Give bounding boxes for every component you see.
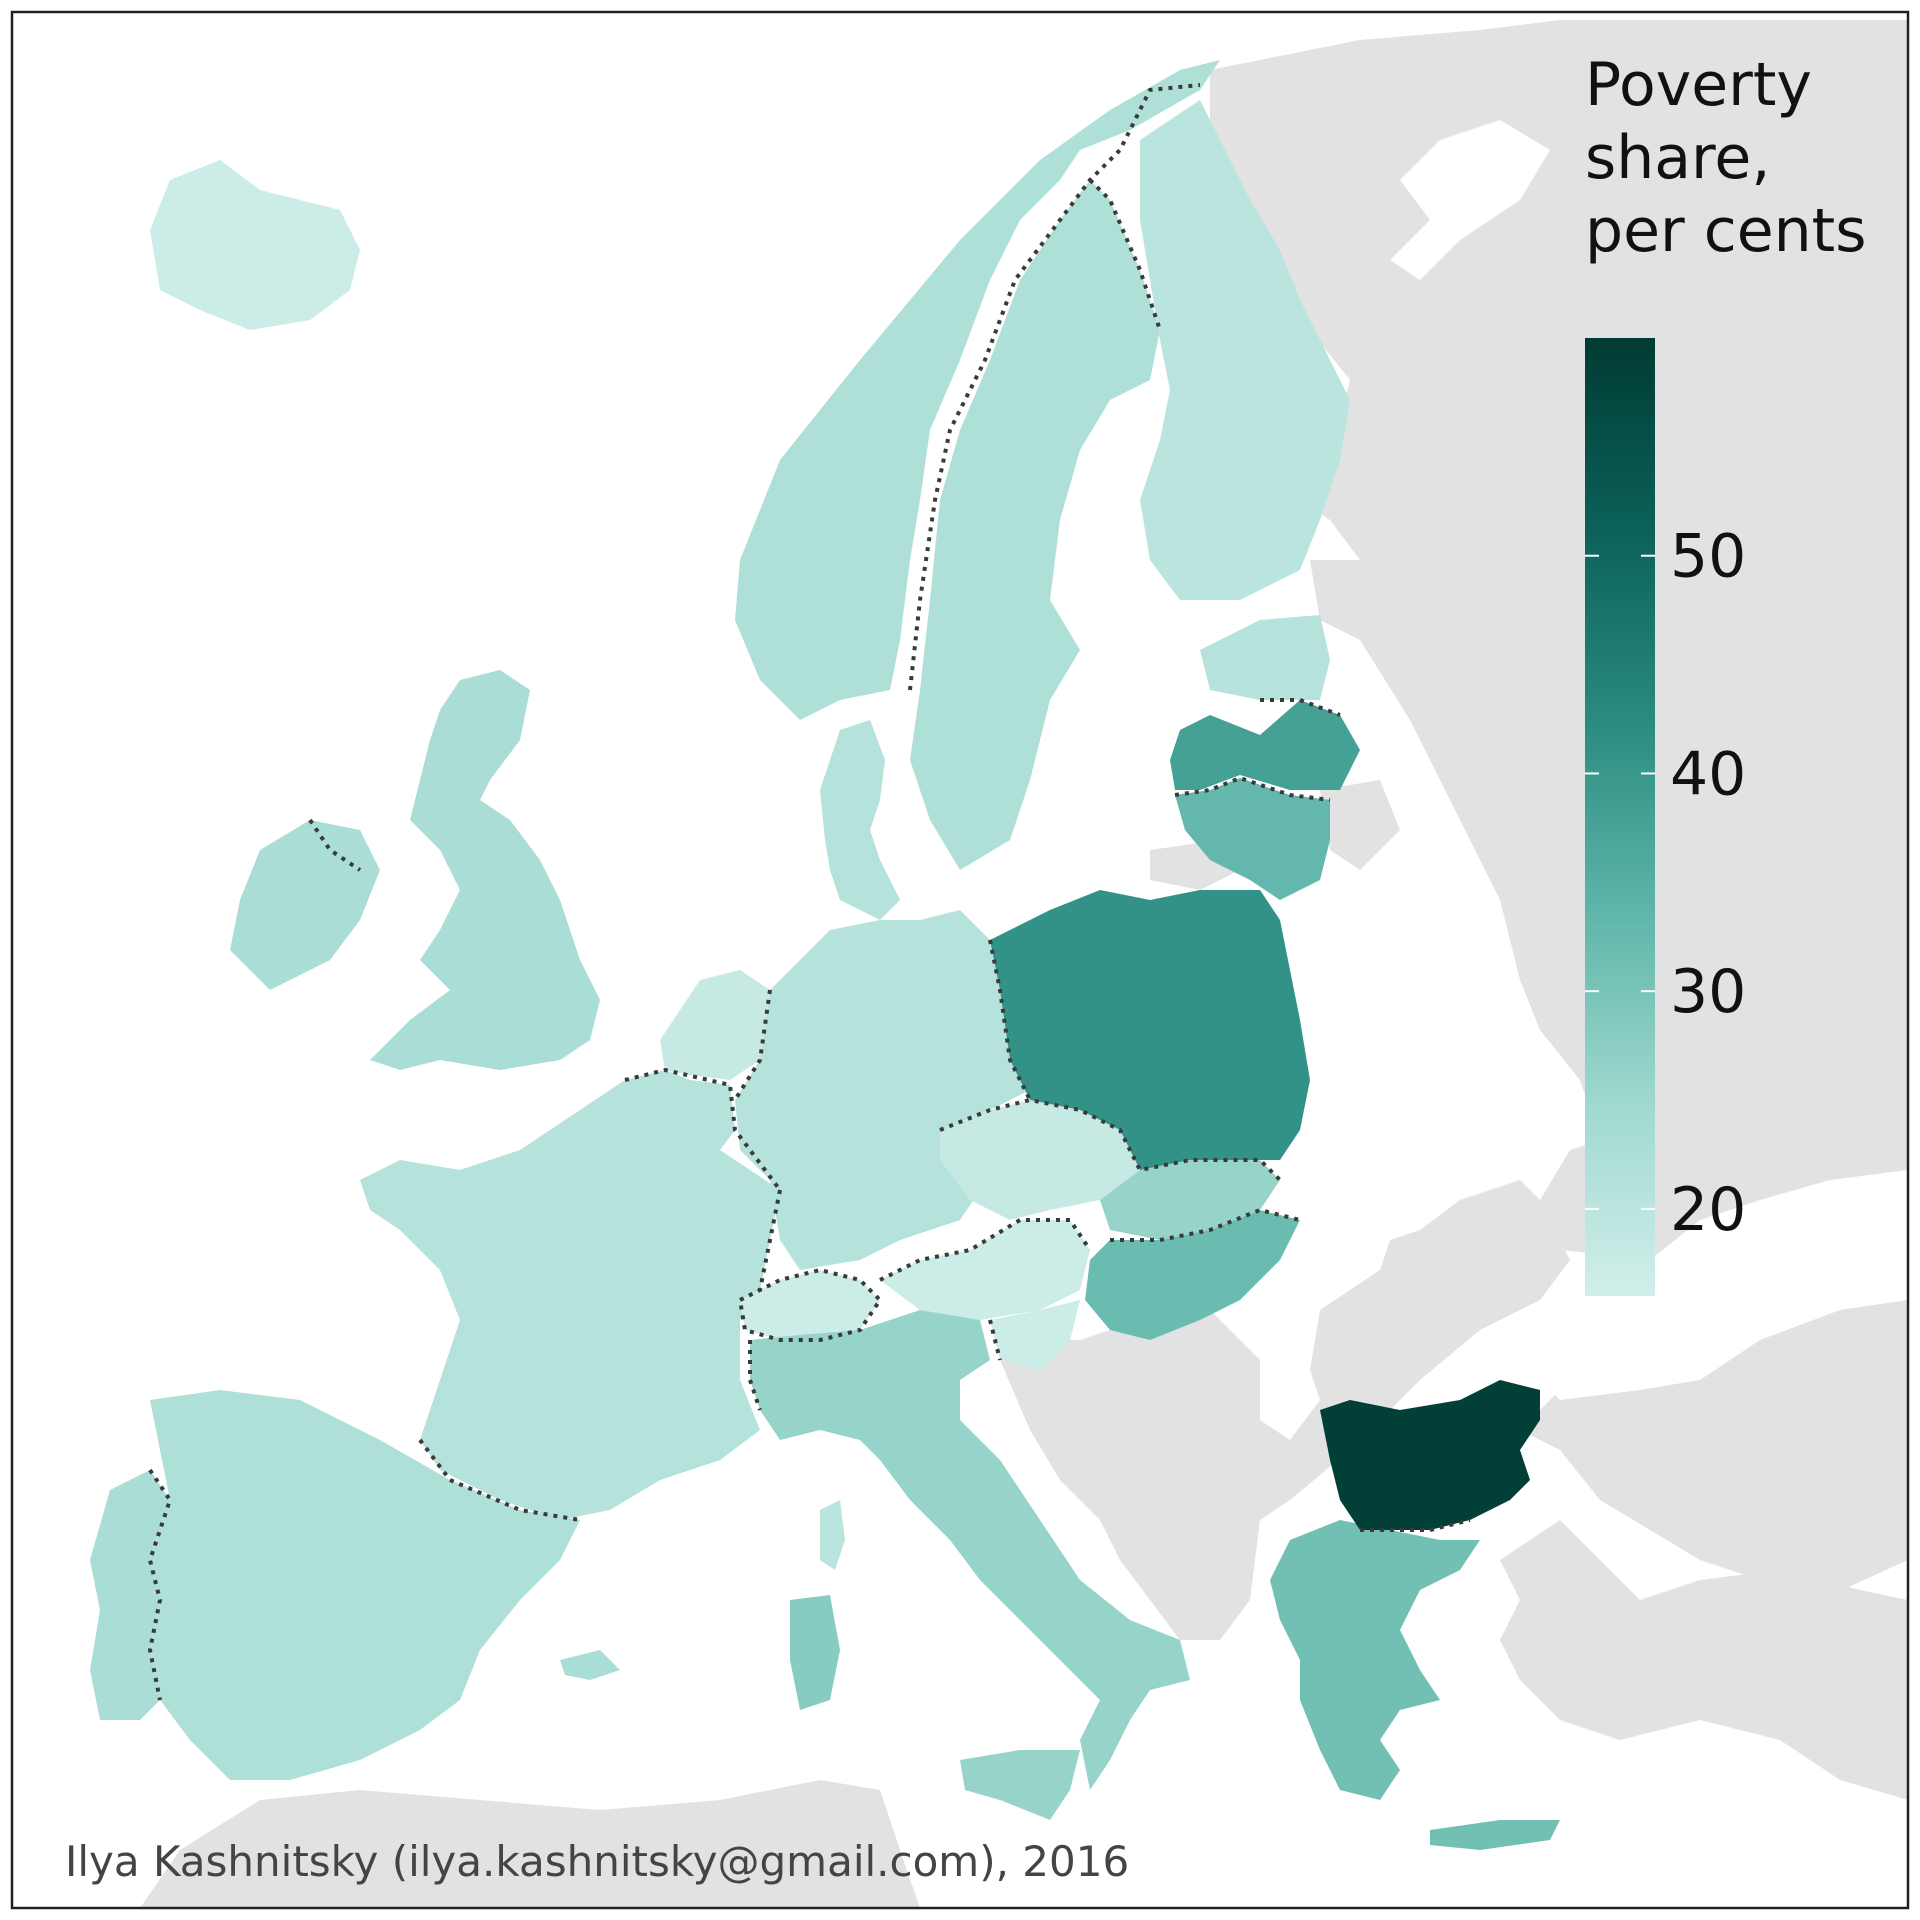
region-sicily[interactable]	[960, 1750, 1080, 1820]
africa-land	[140, 1780, 920, 1908]
region-ireland[interactable]	[230, 820, 380, 990]
border-hungary-slovakia	[1110, 1207, 1301, 1242]
border-slovenia-italy	[988, 1319, 1002, 1361]
region-crete[interactable]	[1430, 1820, 1560, 1850]
region-slovenia[interactable]	[990, 1300, 1080, 1370]
border-germany-netherlands	[733, 989, 772, 1102]
russia-land	[1210, 20, 1908, 1600]
white-sea	[1390, 120, 1550, 280]
black-sea	[1540, 1170, 1908, 1400]
region-hungary[interactable]	[1085, 1210, 1300, 1340]
region-italy[interactable]	[750, 1310, 1190, 1790]
legend-title-line-2: share,	[1585, 123, 1770, 193]
region-finland[interactable]	[1140, 100, 1350, 600]
background-land	[140, 20, 1908, 1908]
legend-title-line-1: Poverty	[1585, 50, 1812, 120]
border-switzerland	[738, 1267, 883, 1342]
region-iceland[interactable]	[150, 160, 360, 330]
region-france[interactable]	[360, 1080, 780, 1520]
region-lithuania[interactable]	[1175, 778, 1330, 900]
region-austria[interactable]	[880, 1220, 1090, 1320]
region-norway[interactable]	[735, 60, 1220, 720]
legend-ticks: 20 30 40 50	[1585, 522, 1746, 1245]
region-corsica[interactable]	[820, 1500, 845, 1570]
border-estonia-latvia	[1260, 698, 1341, 717]
author-credit: Ilya Kashnitsky (ilya.kashnitsky@gmail.c…	[65, 1837, 1129, 1886]
border-ireland-uk	[308, 818, 362, 872]
border-latvia-lithuania	[1174, 775, 1331, 802]
region-poland[interactable]	[990, 890, 1310, 1170]
map-frame	[10, 10, 1910, 1910]
region-bulgaria[interactable]	[1320, 1380, 1540, 1530]
legend-color-bar	[1585, 338, 1655, 1296]
region-greece[interactable]	[1270, 1520, 1480, 1800]
turkey-land	[1500, 1520, 1908, 1800]
legend-tick-label: 40	[1670, 739, 1746, 809]
region-sardinia[interactable]	[790, 1595, 840, 1710]
region-belgium[interactable]	[625, 1070, 735, 1150]
belarus-land	[1320, 780, 1400, 870]
region-spain[interactable]	[150, 1390, 580, 1780]
border-germany-france	[758, 1189, 782, 1291]
legend-tick-label: 20	[1670, 1175, 1746, 1245]
legend-tick-label: 50	[1670, 522, 1746, 592]
region-balearics[interactable]	[560, 1650, 620, 1680]
legend-title-line-3: per cents	[1585, 196, 1866, 266]
border-czechia-slovakia-poland	[939, 1097, 1282, 1182]
region-czechia[interactable]	[940, 1100, 1140, 1220]
border-bulgaria-greece	[1360, 1518, 1471, 1532]
region-netherlands[interactable]	[660, 970, 770, 1080]
border-austria	[879, 1218, 1092, 1282]
border-spain-portugal	[147, 1468, 173, 1701]
color-legend: Poverty share, per cents 20 30 40 50	[1585, 50, 1866, 1296]
dotted-borders	[147, 83, 1471, 1701]
region-sweden[interactable]	[910, 180, 1160, 870]
legend-tick-label: 30	[1670, 957, 1746, 1027]
country-regions	[90, 60, 1560, 1850]
region-switzerland[interactable]	[740, 1270, 880, 1340]
balkans-land	[1000, 1180, 1570, 1640]
region-latvia[interactable]	[1170, 700, 1360, 790]
region-uk[interactable]	[370, 670, 600, 1070]
region-denmark[interactable]	[820, 720, 900, 920]
border-italy-alps	[748, 1340, 762, 1411]
region-portugal[interactable]	[90, 1470, 170, 1720]
region-estonia[interactable]	[1200, 615, 1330, 700]
